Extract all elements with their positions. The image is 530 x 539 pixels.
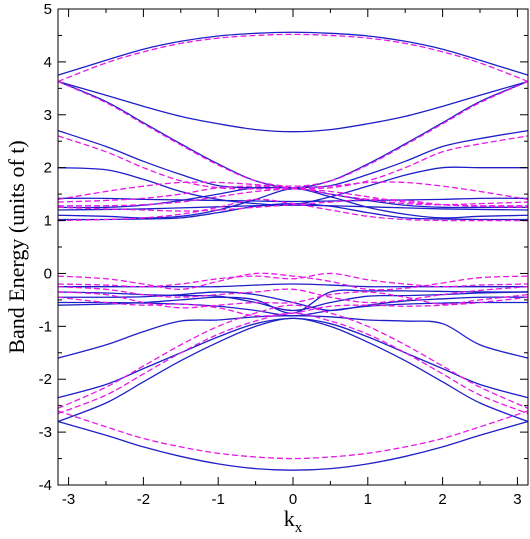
x-tick-label: 3 (513, 491, 521, 508)
y-tick-label: -3 (39, 424, 52, 441)
dashed-band-line-22 (57, 135, 529, 207)
y-tick-label: 3 (44, 107, 52, 124)
x-tick-label: -1 (212, 491, 225, 508)
solid-band-line-0 (57, 31, 529, 76)
x-tick-label: 2 (438, 491, 446, 508)
solid-band-line-11 (57, 291, 529, 312)
solid-band-line-2 (57, 80, 529, 189)
dashed-band-line-26 (57, 198, 528, 222)
dashed-band-line-27 (57, 272, 529, 291)
dashed-band-line-33 (57, 312, 529, 415)
dashed-band-line-19 (57, 33, 529, 83)
solid-band-line-5 (57, 129, 529, 209)
solid-band-line-15 (57, 315, 529, 359)
y-tick-label: 4 (44, 54, 52, 71)
series-layer (57, 31, 529, 471)
y-tick-label: 1 (44, 213, 52, 230)
y-tick-label: -1 (39, 318, 52, 335)
y-tick-label: 0 (44, 265, 52, 282)
dashed-band-line-21 (57, 135, 529, 207)
y-tick-label: 5 (44, 1, 52, 18)
y-tick-label: -4 (39, 477, 52, 494)
dashed-band-line-28 (57, 272, 529, 288)
solid-band-line-6 (57, 197, 529, 203)
solid-band-line-12 (57, 291, 529, 312)
dashed-band-line-23 (57, 181, 529, 201)
tick-layer: -3 -2 -1 0 1 2 3 -4 -3 -2 -1 0 1 2 3 4 5 (39, 1, 528, 508)
y-tick-label: -2 (39, 371, 52, 388)
x-axis-label-subscript: x (295, 520, 303, 536)
solid-band-line-18 (57, 420, 529, 471)
x-tick-label: 1 (364, 491, 372, 508)
x-axis-label-main: k (284, 506, 295, 531)
y-tick-label: 2 (44, 160, 52, 177)
dashed-band-line-32 (57, 304, 529, 409)
solid-band-line-17 (57, 317, 529, 423)
dashed-band-line-25 (57, 198, 529, 212)
dashed-band-line-24 (57, 185, 529, 206)
x-axis-label: kx (284, 506, 303, 536)
dashed-band-line-30 (57, 291, 529, 309)
dashed-band-line-34 (57, 410, 529, 460)
plot-frame (57, 8, 529, 486)
x-tick-label: -3 (62, 491, 75, 508)
solid-band-line-16 (57, 317, 529, 399)
solid-band-line-1 (57, 80, 529, 133)
x-tick-label: -2 (137, 491, 150, 508)
dashed-band-line-20 (57, 80, 529, 187)
x-tick-label: 0 (289, 491, 297, 508)
y-axis-label: Band Energy (units of t) (4, 140, 29, 353)
dashed-band-line-29 (57, 286, 529, 304)
